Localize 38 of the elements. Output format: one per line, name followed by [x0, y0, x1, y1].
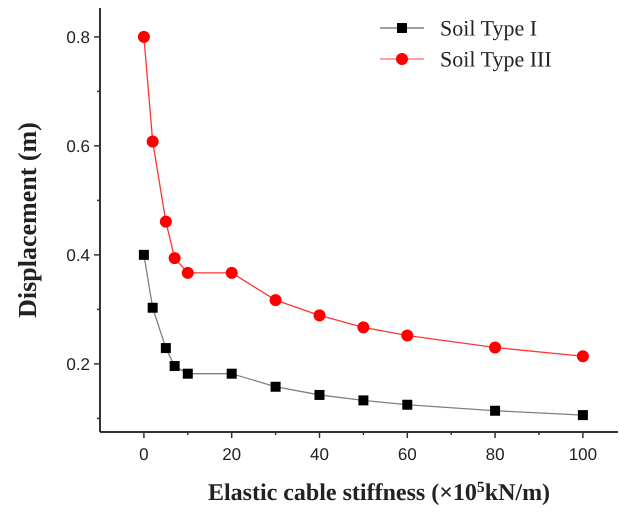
x-tick-label: 20 — [222, 445, 242, 464]
point — [357, 321, 370, 334]
x-tick-label: 0 — [139, 445, 149, 464]
point — [270, 294, 282, 306]
point — [226, 266, 238, 279]
x-tick-label: 80 — [486, 445, 505, 464]
x-tick-label: 60 — [398, 445, 417, 464]
point — [314, 390, 324, 400]
y-tick-label: 0.4 — [66, 246, 90, 265]
point — [148, 302, 158, 313]
legend-label: Soil Type III — [440, 46, 552, 72]
point — [138, 30, 150, 43]
point — [138, 250, 149, 260]
point — [313, 309, 326, 322]
point — [182, 368, 193, 379]
point — [226, 368, 237, 379]
point — [182, 266, 194, 279]
y-tick-label: 0.2 — [66, 354, 90, 374]
point — [170, 361, 180, 372]
legend-label: Soil Type I — [440, 16, 538, 41]
point — [402, 400, 412, 410]
x-tick-label: 40 — [310, 445, 329, 464]
point — [270, 382, 281, 392]
y-tick-label: 0.8 — [66, 28, 90, 47]
point — [358, 395, 368, 406]
x-tick-label: 100 — [568, 445, 598, 464]
point — [160, 343, 171, 354]
point — [578, 410, 588, 420]
point — [576, 350, 589, 362]
point — [160, 216, 172, 228]
point — [489, 342, 502, 354]
point — [146, 136, 159, 148]
point — [168, 252, 181, 264]
point — [490, 406, 500, 416]
x-axis-title: Elastic cable stiffness (×10$^{5}$kN/m) — [208, 478, 550, 506]
point — [401, 330, 414, 342]
y-tick-label: 0.6 — [66, 136, 90, 156]
y-axis-title: Displacement (m) — [13, 122, 42, 318]
